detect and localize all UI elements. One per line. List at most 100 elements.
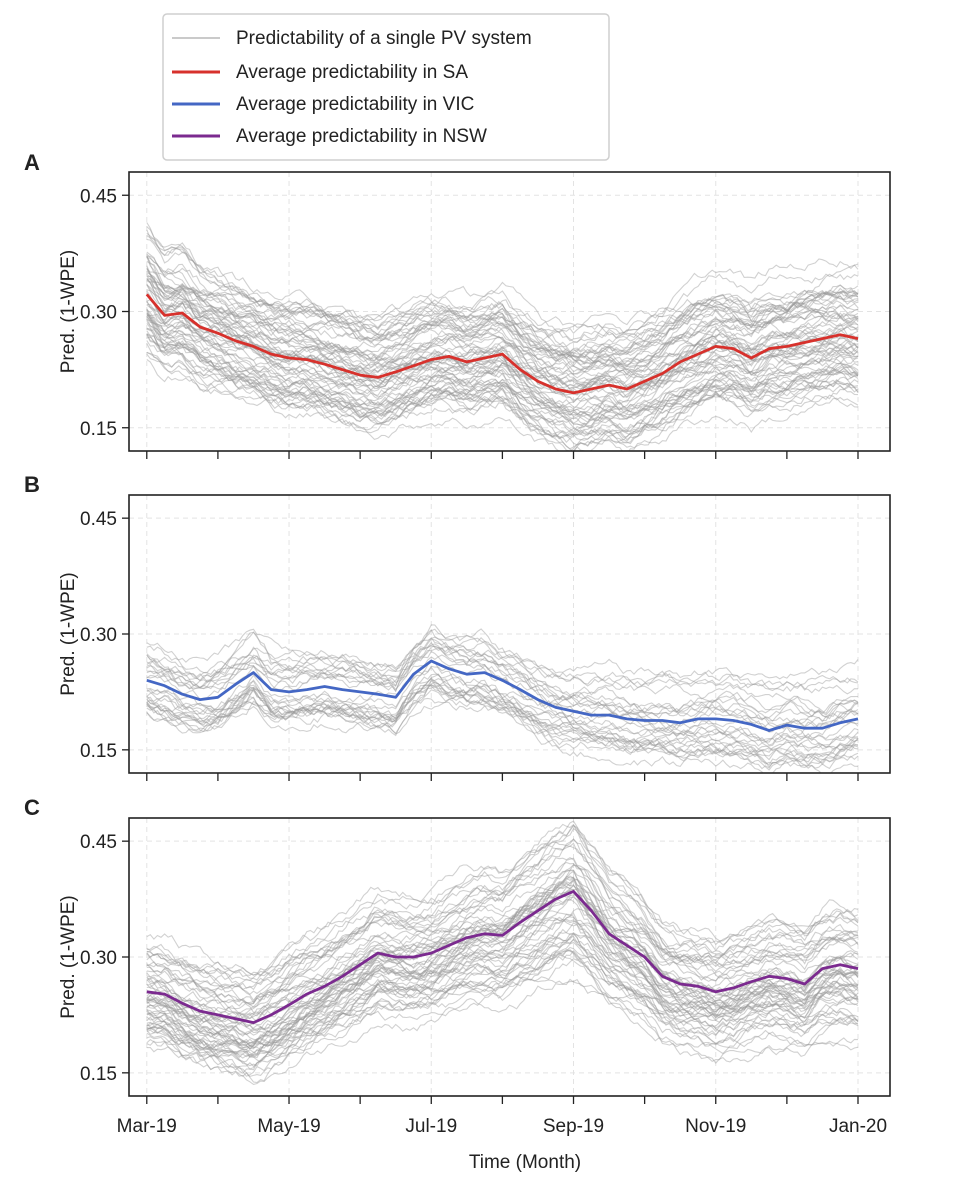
single-system-line	[146, 270, 859, 353]
single-system-line	[146, 922, 859, 1077]
single-system-line	[146, 878, 859, 981]
legend-label-vic: Average predictability in VIC	[236, 94, 474, 115]
single-system-line	[146, 313, 859, 396]
single-system-lines	[146, 624, 859, 773]
y-tick-label: 0.15	[80, 741, 117, 762]
legend-frame	[162, 13, 610, 161]
single-system-lines	[146, 820, 859, 1085]
single-system-line	[146, 958, 859, 1085]
single-system-line	[146, 295, 859, 360]
single-system-line	[146, 235, 859, 362]
single-system-line	[146, 949, 859, 1050]
x-tick-label: Mar-19	[117, 1116, 177, 1137]
single-system-line	[146, 838, 859, 1008]
single-system-line	[146, 222, 859, 371]
single-system-line	[146, 312, 859, 378]
legend-label-sa: Average predictability in SA	[236, 62, 468, 83]
single-system-line	[146, 684, 859, 756]
panel-c: 0.15 0.30 0.45 Mar-19 May-19 Jul-19 Sep-19 Nov-…	[24, 795, 891, 1137]
y-tick-label: 0.30	[80, 948, 117, 969]
y-axis-label: Pred. (1-WPE)	[58, 895, 79, 1019]
single-system-line	[146, 301, 859, 450]
single-system-line	[146, 226, 859, 342]
single-system-line	[146, 890, 859, 1084]
single-system-line	[146, 267, 859, 404]
single-system-lines	[146, 222, 859, 451]
single-system-line	[146, 864, 859, 1036]
single-system-line	[146, 275, 859, 359]
single-system-line	[146, 278, 859, 370]
single-system-line	[146, 327, 859, 438]
single-system-line	[146, 869, 859, 1026]
single-system-line	[146, 334, 859, 438]
single-system-line	[146, 257, 859, 371]
single-system-line	[146, 229, 859, 359]
single-system-line	[146, 701, 859, 756]
single-system-line	[146, 353, 859, 418]
single-system-line	[146, 311, 859, 449]
single-system-line	[146, 643, 859, 715]
single-system-line	[146, 949, 859, 1059]
single-system-line	[146, 894, 859, 1014]
single-system-line	[146, 343, 859, 420]
single-system-line	[146, 628, 859, 695]
single-system-line	[146, 861, 859, 993]
single-system-line	[146, 284, 859, 433]
y-tick-label: 0.45	[80, 509, 117, 530]
single-system-line	[146, 232, 859, 347]
single-system-line	[146, 314, 859, 428]
x-tick-label: Jan-20	[829, 1116, 887, 1137]
single-system-line	[146, 824, 859, 985]
single-system-line	[146, 673, 859, 751]
single-system-line	[146, 884, 859, 1059]
single-system-line	[146, 624, 859, 733]
y-tick-label: 0.30	[80, 303, 117, 324]
single-system-line	[146, 928, 859, 1025]
single-system-line	[146, 856, 859, 996]
legend-label-single: Predictability of a single PV system	[236, 28, 532, 49]
single-system-line	[146, 875, 859, 1044]
x-tick-label: Sep-19	[543, 1116, 604, 1137]
single-system-line	[146, 352, 859, 451]
single-system-line	[146, 659, 859, 771]
single-system-line	[146, 869, 859, 1049]
single-system-line	[146, 870, 859, 1047]
single-system-line	[146, 300, 859, 399]
single-system-line	[146, 334, 859, 428]
panel-letter-b: B	[24, 472, 40, 497]
single-system-line	[146, 277, 859, 363]
average-line-b	[146, 659, 859, 732]
y-axis-label: Pred. (1-WPE)	[58, 250, 79, 374]
single-system-line	[146, 941, 859, 1078]
single-system-line	[146, 916, 859, 1041]
legend: Predictability of a single PV system Ave…	[162, 13, 610, 161]
single-system-line	[146, 916, 859, 1019]
single-system-line	[146, 653, 859, 718]
single-system-line	[146, 336, 859, 418]
single-system-line	[146, 824, 859, 1020]
single-system-line	[146, 289, 859, 366]
single-system-line	[146, 679, 859, 768]
single-system-line	[146, 685, 859, 766]
single-system-line	[146, 293, 859, 417]
single-system-line	[146, 875, 859, 979]
single-system-line	[146, 304, 859, 409]
single-system-line	[146, 838, 859, 991]
single-system-line	[146, 674, 859, 765]
single-system-line	[146, 932, 859, 1055]
y-tick-label: 0.45	[80, 832, 117, 853]
legend-label-nsw: Average predictability in NSW	[236, 126, 487, 147]
single-system-line	[146, 255, 859, 394]
single-system-line	[146, 912, 859, 1033]
single-system-line	[146, 314, 859, 416]
single-system-line	[146, 238, 859, 360]
panel-a: 0.15 0.30 0.45 Pred. (1-WPE) A	[24, 150, 891, 459]
single-system-line	[146, 898, 859, 1023]
single-system-line	[146, 950, 859, 1050]
single-system-line	[146, 328, 859, 397]
single-system-line	[146, 272, 859, 413]
single-system-line	[146, 303, 859, 371]
single-system-line	[146, 628, 859, 730]
x-tick-label: May-19	[257, 1116, 320, 1137]
